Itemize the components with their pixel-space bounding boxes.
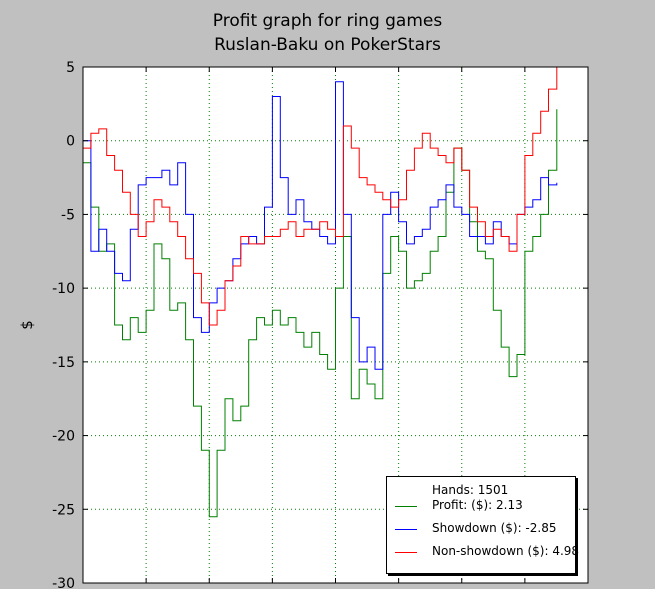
series-line-profit (83, 109, 558, 518)
legend-hands-text: Hands: 1501 (432, 483, 509, 497)
legend-hands-row: Hands: 1501 (387, 483, 575, 499)
y-tick-label: 0 (66, 134, 75, 150)
legend-entry-non-showdown: Non-showdown ($): 4.98 (387, 544, 579, 560)
y-tick-label: -15 (52, 355, 75, 371)
legend-swatch-non-showdown (395, 552, 417, 553)
legend-swatch-showdown (395, 529, 417, 530)
y-tick-label: -10 (52, 281, 75, 297)
chart-title-line-1: Profit graph for ring games (212, 11, 443, 31)
legend-label-showdown: Showdown ($): -2.85 (432, 521, 557, 535)
y-tick-label: -25 (52, 502, 75, 518)
y-axis-label: $ (17, 320, 36, 330)
legend-label-non-showdown: Non-showdown ($): 4.98 (432, 544, 580, 558)
legend-entry-profit: Profit: ($): 2.13 (387, 498, 575, 514)
legend-swatch-profit (395, 506, 417, 507)
y-tick-label: -5 (61, 207, 75, 223)
chart-legend: Hands: 1501 Profit: ($): 2.13 Showdown (… (386, 476, 579, 574)
y-tick-label: -20 (52, 429, 75, 445)
series-line-showdown (83, 81, 558, 370)
series-line-non-showdown (83, 67, 558, 326)
y-tick-label: 5 (66, 60, 75, 76)
y-tick-label: -30 (52, 576, 75, 589)
legend-label-profit: Profit: ($): 2.13 (432, 498, 523, 512)
chart-title-line-2: Ruslan-Baku on PokerStars (214, 35, 441, 55)
legend-entry-showdown: Showdown ($): -2.85 (387, 521, 575, 537)
